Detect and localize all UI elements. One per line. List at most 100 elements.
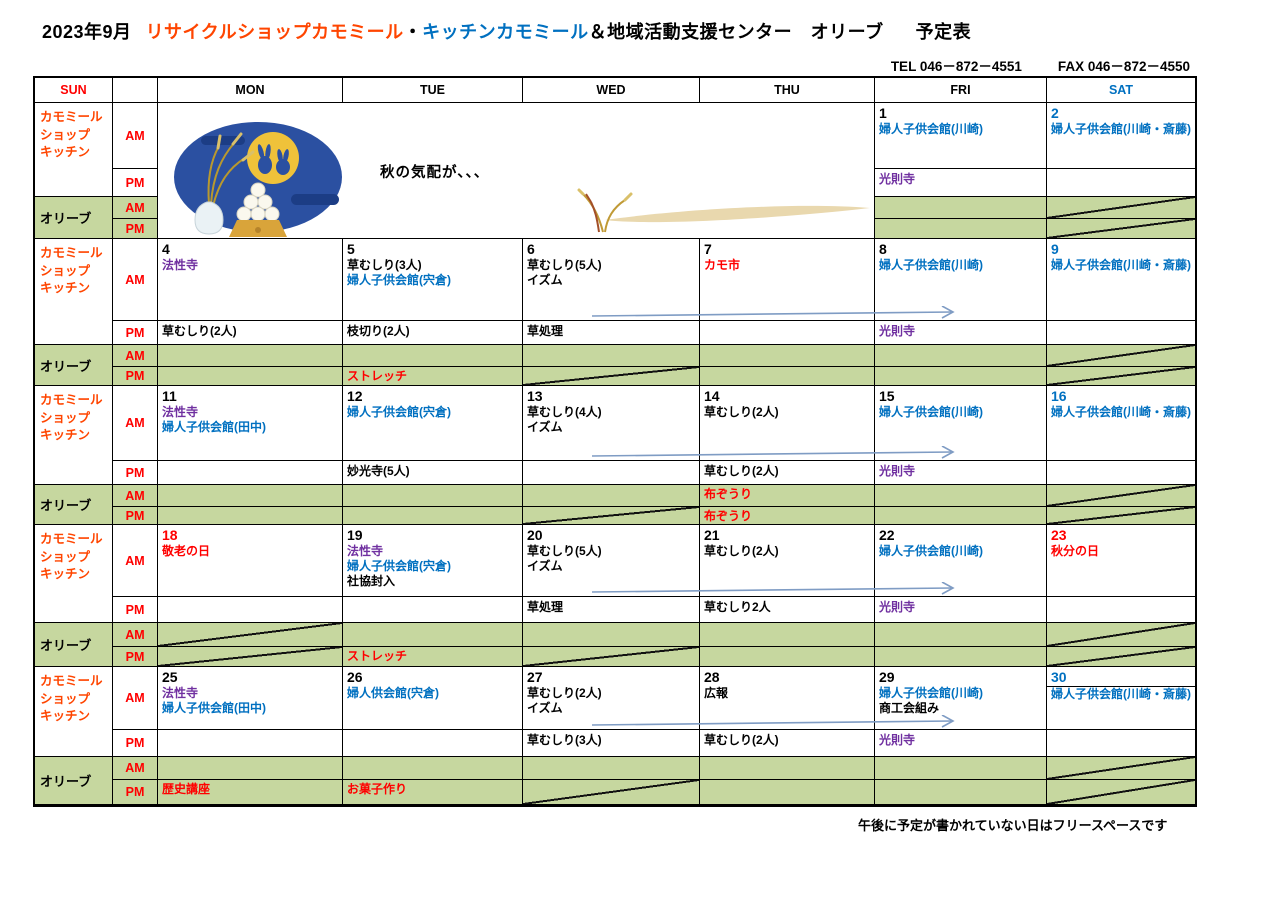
day-14-olive-pm: 布ぞうり bbox=[700, 507, 875, 525]
event: 枝切り(2人) bbox=[347, 324, 410, 338]
header-fri: FRI bbox=[875, 78, 1047, 103]
day-20-pm: 草処理 bbox=[523, 597, 700, 623]
chamomile-am-label: AM bbox=[113, 386, 158, 461]
season-banner: 秋の気配が、、、 bbox=[380, 165, 490, 181]
event: 光則寺 bbox=[879, 172, 916, 186]
date-21: 21 bbox=[704, 527, 720, 543]
day-29-olive-pm bbox=[875, 780, 1047, 805]
day-25-olive-am bbox=[158, 757, 343, 780]
day-20-am: 20 草むしり(5人) イズム bbox=[523, 525, 700, 597]
section-label-chamomile: カモミール ショップ キッチン bbox=[35, 103, 113, 197]
date-26: 26 bbox=[347, 669, 363, 685]
day-28-olive-am bbox=[700, 757, 875, 780]
event: 婦人供会館(宍倉) bbox=[347, 686, 439, 700]
day-30-olive-pm bbox=[1047, 780, 1195, 805]
day-29-am: 29 婦人子供会館(川崎) 商工会組み bbox=[875, 667, 1047, 730]
date-22: 22 bbox=[879, 527, 895, 543]
day-25-am: 25 法性寺 婦人子供会館(田中) bbox=[158, 667, 343, 730]
event: 光則寺 bbox=[879, 324, 916, 338]
day-23-am: 23 秋分の日 bbox=[1047, 525, 1195, 597]
event: 光則寺 bbox=[879, 464, 916, 478]
title-olive-center: ＆地域活動支援センター オリーブ bbox=[588, 22, 884, 42]
tel-number: TEL 046－872－4551 bbox=[890, 59, 1022, 74]
day-20-olive-am bbox=[523, 623, 700, 647]
day-27-am: 27 草むしり(2人) イズム bbox=[523, 667, 700, 730]
day-7-am: 7 カモ市 bbox=[700, 239, 875, 321]
title-recycle-shop: リサイクルショップカモミール bbox=[145, 22, 404, 42]
day-9-pm bbox=[1047, 321, 1195, 345]
day-25-pm bbox=[158, 730, 343, 757]
event: 草むしり(3人) bbox=[527, 733, 602, 747]
title-kitchen: キッチンカモミール bbox=[422, 22, 589, 42]
day-8-olive-pm bbox=[875, 367, 1047, 386]
day-26-pm bbox=[343, 730, 523, 757]
event: 婦人子供会館(田中) bbox=[162, 701, 266, 715]
event: お菓子作り bbox=[347, 782, 408, 796]
day-6-pm: 草処理 bbox=[523, 321, 700, 345]
header-thu: THU bbox=[700, 78, 875, 103]
date-28: 28 bbox=[704, 669, 720, 685]
event: 婦人子供会館(宍倉) bbox=[347, 273, 451, 287]
event: 草むしり2人 bbox=[704, 600, 771, 614]
day-22-am: 22 婦人子供会館(川崎) bbox=[875, 525, 1047, 597]
decoration-panel: 秋の気配が、、、 bbox=[158, 103, 875, 239]
event: 敬老の日 bbox=[162, 544, 211, 558]
day-12-olive-pm bbox=[343, 507, 523, 525]
day-11-pm bbox=[158, 461, 343, 485]
day-18-pm bbox=[158, 597, 343, 623]
day-28-pm: 草むしり(2人) bbox=[700, 730, 875, 757]
date-30: 30 bbox=[1047, 667, 1195, 687]
date-15: 15 bbox=[879, 388, 895, 404]
day-6-olive-am bbox=[523, 345, 700, 367]
date-13: 13 bbox=[527, 388, 543, 404]
date-7: 7 bbox=[704, 241, 712, 257]
day-19-am: 19 法性寺 婦人子供会館(宍倉) 社協封入 bbox=[343, 525, 523, 597]
event: 光則寺 bbox=[879, 733, 916, 747]
day-16-am: 16 婦人子供会館(川崎・斎藤) bbox=[1047, 386, 1195, 461]
day-21-olive-am bbox=[700, 623, 875, 647]
event: 布ぞうり bbox=[704, 487, 753, 501]
date-16: 16 bbox=[1051, 388, 1067, 404]
tsukimi-moon-illustration bbox=[174, 122, 342, 237]
weeks-container: カモミール ショップ キッチン オリーブ AM PM AM PM 秋の気配が、、、 1 婦人子供… bbox=[35, 103, 1195, 805]
day-2-am: 2 婦人子供会館(川崎・斎藤) bbox=[1047, 103, 1195, 169]
event: 秋分の日 bbox=[1051, 544, 1100, 558]
olive-am-label: AM bbox=[113, 197, 158, 219]
day-11-olive-pm bbox=[158, 507, 343, 525]
event: 妙光寺(5人) bbox=[347, 464, 410, 478]
olive-am-label: AM bbox=[113, 757, 158, 780]
date-11: 11 bbox=[162, 388, 177, 404]
day-2-olive-pm bbox=[1047, 219, 1195, 239]
section-label-chamomile: カモミール ショップ キッチン bbox=[35, 525, 113, 623]
day-2-pm bbox=[1047, 169, 1195, 197]
event: 婦人子供会館(川崎) bbox=[879, 544, 983, 558]
olive-am-label: AM bbox=[113, 623, 158, 647]
olive-pm-label: PM bbox=[113, 780, 158, 805]
event: 婦人子供会館(川崎・斎藤) bbox=[1051, 258, 1191, 272]
date-12: 12 bbox=[347, 388, 363, 404]
day-1-am: 1 婦人子供会館(川崎) bbox=[875, 103, 1047, 169]
day-12-olive-am bbox=[343, 485, 523, 507]
day-19-olive-pm: ストレッチ bbox=[343, 647, 523, 667]
day-2-olive-am bbox=[1047, 197, 1195, 219]
day-29-pm: 光則寺 bbox=[875, 730, 1047, 757]
day-12-am: 12 婦人子供会館(宍倉) bbox=[343, 386, 523, 461]
day-27-pm: 草むしり(3人) bbox=[523, 730, 700, 757]
day-23-olive-pm bbox=[1047, 647, 1195, 667]
day-22-pm: 光則寺 bbox=[875, 597, 1047, 623]
day-30-am: 30 婦人子供会館(川崎・斎藤) bbox=[1047, 667, 1195, 730]
day-18-olive-am bbox=[158, 623, 343, 647]
event: 草処理 bbox=[527, 324, 564, 338]
event: 婦人子供会館(川崎) bbox=[879, 122, 983, 136]
section-label-olive: オリーブ bbox=[35, 757, 113, 805]
day-30-pm bbox=[1047, 730, 1195, 757]
day-1-olive-pm bbox=[875, 219, 1047, 239]
day-18-am: 18 敬老の日 bbox=[158, 525, 343, 597]
event: 法性寺 bbox=[162, 686, 199, 700]
date-14: 14 bbox=[704, 388, 720, 404]
event: 草むしり(5人) bbox=[527, 544, 602, 558]
section-label-olive: オリーブ bbox=[35, 345, 113, 386]
event: カモ市 bbox=[704, 258, 741, 272]
event: 草むしり(5人) bbox=[527, 258, 602, 272]
chamomile-pm-label: PM bbox=[113, 597, 158, 623]
